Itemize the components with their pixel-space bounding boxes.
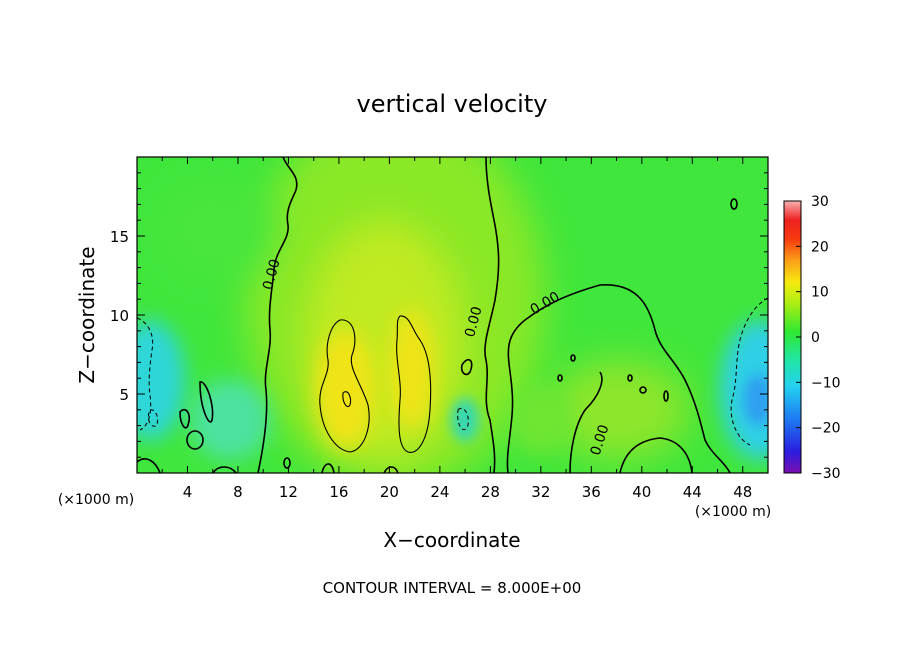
contour-interval-label: CONTOUR INTERVAL = 8.000E+00 <box>323 579 582 597</box>
colorbar-tick-label-3: 0 <box>811 330 820 346</box>
field-downdraft-mid <box>451 398 479 442</box>
contour-zero-14 <box>730 198 738 210</box>
x-tick-label-9: 40 <box>632 483 651 501</box>
negative-contours <box>137 297 768 446</box>
contour-zero-6 <box>186 430 204 450</box>
x-axis: 4 8 12 16 20 24 28 32 36 40 44 48 <box>161 157 752 501</box>
colorbar-tick-label-5: −20 <box>811 421 841 437</box>
y-tick-label-1: 10 <box>110 307 129 325</box>
field-downdraft-east-core <box>744 374 768 426</box>
field-downdraft-weak <box>190 380 270 460</box>
contour-zero-12 <box>383 466 399 473</box>
field-updraft-east <box>550 360 690 460</box>
contour-zero-10 <box>212 466 237 473</box>
contour-zero-13 <box>283 457 291 469</box>
x-tick-label-6: 28 <box>481 483 500 501</box>
x-tick-label-5: 24 <box>430 483 449 501</box>
colorbar-tick-label-2: 10 <box>811 285 829 301</box>
contour-zero-8 <box>199 381 214 423</box>
x-unit-label-right: (×1000 m) <box>695 504 771 520</box>
contour-zero-1 <box>257 157 298 473</box>
x-tick-label-3: 16 <box>329 483 348 501</box>
contour-label-1: 0.00 <box>462 305 486 339</box>
x-unit-label-left: (×1000 m) <box>58 492 134 508</box>
contour-plus8-1 <box>319 319 370 453</box>
colorbar-ticks: 30 20 10 0 −10 −20 −30 <box>796 194 841 482</box>
chart-title: vertical velocity <box>357 90 548 118</box>
field-upper <box>155 180 275 280</box>
colorbar-tick-label-6: −30 <box>811 466 841 482</box>
contour-zero-9 <box>137 458 161 473</box>
x-axis-title: X−coordinate <box>383 528 520 552</box>
contour-zero-11 <box>321 463 335 473</box>
contour-plus8-2 <box>396 315 432 453</box>
contour-zero-17 <box>639 386 647 394</box>
contour-zero-4 <box>569 371 603 473</box>
x-tick-label-7: 32 <box>531 483 550 501</box>
contour-plus16 <box>342 391 352 408</box>
contour-zero-16 <box>557 374 563 382</box>
x-tick-label-1: 8 <box>233 483 243 501</box>
x-tick-label-8: 36 <box>582 483 601 501</box>
field-updraft-core-left <box>315 330 375 450</box>
x-tick-label-11: 48 <box>733 483 752 501</box>
contour-zero-5 <box>619 437 693 473</box>
y-tick-label-2: 15 <box>110 228 129 246</box>
velocity-field <box>137 157 768 473</box>
positive-contours <box>319 315 432 453</box>
contour-zero-3 <box>506 284 731 473</box>
contour-zero-20 <box>460 358 473 376</box>
contour-label-0: 0.00 <box>260 257 284 291</box>
field-updraft-core-right <box>390 310 434 430</box>
contour-minus8-east <box>730 297 768 446</box>
x-tick-label-0: 4 <box>183 483 193 501</box>
contour-zero-15 <box>570 354 576 362</box>
y-tick-label-0: 5 <box>119 386 129 404</box>
contour-minus8-mid <box>457 407 469 430</box>
colorbar-tick-label-4: −10 <box>811 375 841 391</box>
x-tick-label-10: 44 <box>683 483 702 501</box>
x-tick-label-4: 20 <box>380 483 399 501</box>
zero-contours <box>137 157 738 473</box>
contour-zero-19 <box>627 374 633 382</box>
colorbar-tick-label-1: 20 <box>811 239 829 255</box>
x-tick-label-2: 12 <box>279 483 298 501</box>
contour-zero-18 <box>663 390 669 402</box>
field-updraft-east2 <box>510 385 570 455</box>
y-axis: 5 10 15 <box>110 172 768 458</box>
field-downdraft-west <box>137 320 185 440</box>
contour-zero-7 <box>179 408 191 429</box>
contour-zero-2 <box>484 157 500 473</box>
y-axis-title: Z−coordinate <box>75 246 99 383</box>
colorbar-tick-label-0: 30 <box>811 194 829 210</box>
contour-minus8-west <box>137 317 154 431</box>
